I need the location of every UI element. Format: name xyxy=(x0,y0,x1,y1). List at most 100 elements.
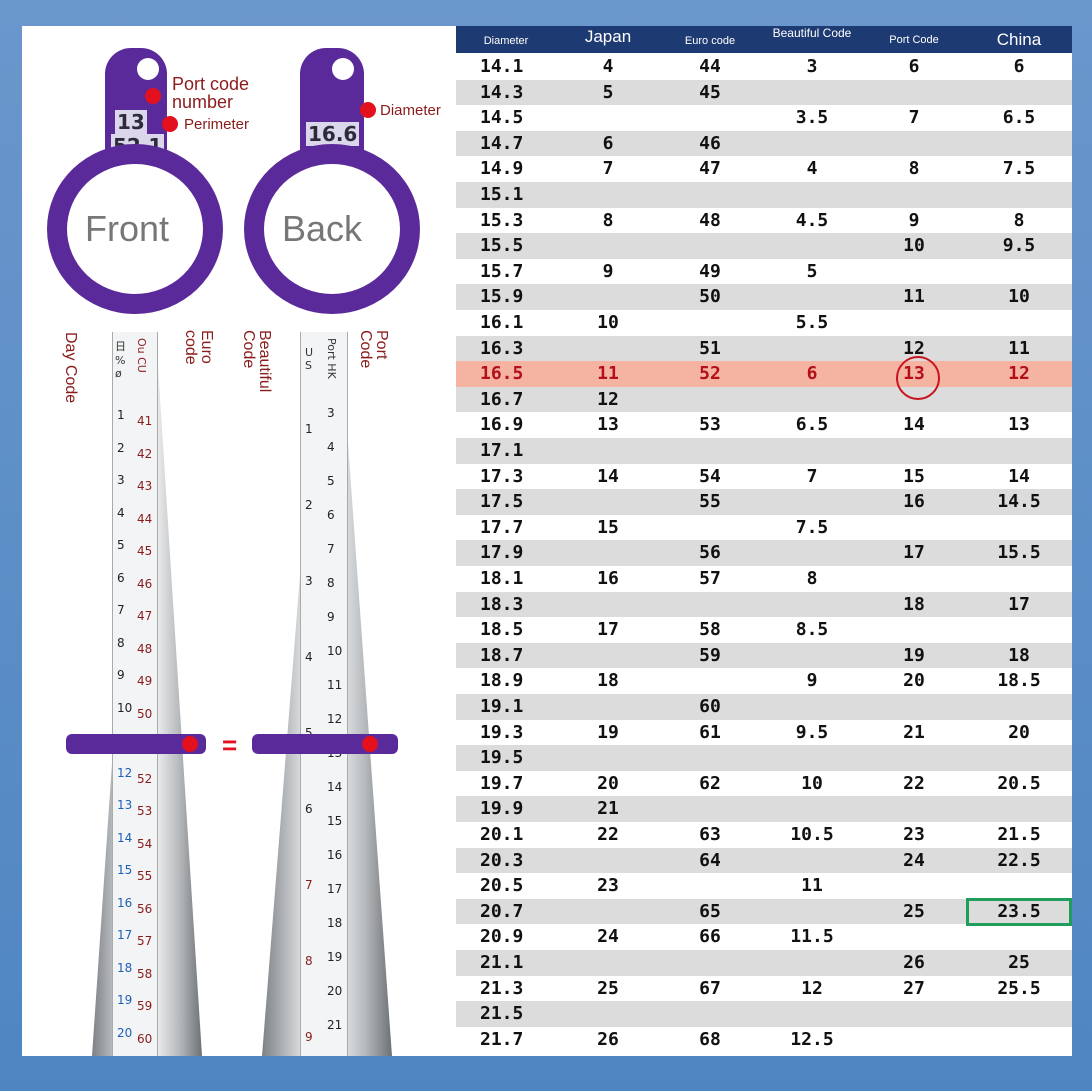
table-cell: 20 xyxy=(597,772,619,794)
table-cell xyxy=(558,899,658,925)
table-cell: 24 xyxy=(903,849,925,871)
left-scale-number: 2 xyxy=(117,440,125,455)
right-mandrel-header-left: US xyxy=(305,346,314,372)
table-cell: 18.5 xyxy=(997,670,1041,692)
table-cell: 14 xyxy=(1008,465,1030,487)
table-cell: 7 xyxy=(602,158,614,180)
table-cell xyxy=(558,284,658,310)
table-cell xyxy=(966,182,1072,208)
table-cell xyxy=(966,694,1072,720)
equals-sign: = xyxy=(222,730,238,760)
left-scale-number: 60 xyxy=(137,1031,153,1046)
table-cell xyxy=(762,387,862,413)
table-cell: 54 xyxy=(699,465,721,487)
table-row: 16.3 51 12 11 xyxy=(456,335,1072,362)
table-row: 15.3 8 48 4.5 9 8 xyxy=(456,207,1072,234)
left-scale-number: 42 xyxy=(137,446,153,461)
table-cell: 26 xyxy=(903,952,925,973)
left-scale-number: 46 xyxy=(137,576,153,591)
table-cell: 62 xyxy=(699,772,721,794)
table-cell: 16.5 xyxy=(480,363,524,385)
table-row: 21.3 25 67 12 27 25.5 xyxy=(456,975,1072,1002)
table-cell: 18.5 xyxy=(480,619,524,641)
table-cell xyxy=(966,1027,1072,1053)
table-cell: 10 xyxy=(801,772,823,794)
left-scale-number: 17 xyxy=(117,928,133,942)
table-cell xyxy=(966,796,1072,822)
left-scale-number: 15 xyxy=(117,863,133,877)
table-cell: 9.5 xyxy=(795,721,829,743)
day-code-label: Day Code xyxy=(62,332,79,404)
table-cell xyxy=(660,310,760,336)
table-cell: 14.5 xyxy=(480,107,524,129)
table-cell xyxy=(864,566,964,592)
right-scale-number: 15 xyxy=(327,814,343,828)
table-row: 17.9 56 17 15.5 xyxy=(456,540,1072,566)
table-cell: 18.1 xyxy=(480,568,524,589)
front-gauge: 13 52.1 Front xyxy=(47,48,227,318)
table-cell xyxy=(762,182,862,208)
table-row: 19.1 60 xyxy=(456,694,1072,720)
table-cell xyxy=(864,796,964,822)
table-cell: 22 xyxy=(597,824,619,845)
table-cell: 53 xyxy=(699,414,721,436)
table-cell: 16 xyxy=(903,491,925,513)
right-band-dot xyxy=(362,736,378,752)
table-cell xyxy=(966,617,1072,643)
right-scale-number: 3 xyxy=(327,406,335,420)
table-cell: 18 xyxy=(597,670,619,692)
table-cell xyxy=(762,694,862,720)
right-scale-number: 2 xyxy=(305,498,313,512)
table-cell xyxy=(762,643,862,669)
table-cell: 4.5 xyxy=(795,209,829,231)
table-row: 20.7 65 25 23.5 xyxy=(456,898,1072,925)
table-cell: 16.9 xyxy=(480,414,524,436)
table-cell xyxy=(762,131,862,157)
left-band-dot xyxy=(182,736,198,752)
table-cell: 15 xyxy=(903,465,925,487)
table-cell: 20.5 xyxy=(480,875,524,897)
table-cell: 17.9 xyxy=(480,542,524,564)
table-cell: 19.7 xyxy=(480,772,524,794)
table-cell: 23.5 xyxy=(997,900,1041,922)
euro-code-label: Euro code xyxy=(182,330,215,365)
table-cell: 14.9 xyxy=(480,158,524,180)
table-row: 19.3 19 61 9.5 21 20 xyxy=(456,719,1072,746)
table-cell: 11 xyxy=(1008,337,1030,359)
port-code-highlight-circle xyxy=(896,356,940,400)
table-cell xyxy=(864,873,964,899)
table-cell: 14.5 xyxy=(997,491,1041,513)
left-scale-number: 16 xyxy=(117,895,133,910)
table-cell: 21.5 xyxy=(480,1003,524,1025)
table-row: 14.1 4 44 3 6 6 xyxy=(456,54,1072,80)
table-cell xyxy=(966,873,1072,899)
left-scale-number: 53 xyxy=(137,804,153,818)
left-scale-number: 5 xyxy=(117,538,125,552)
table-cell: 19.1 xyxy=(480,696,524,717)
table-cell: 19 xyxy=(903,644,925,666)
table-cell xyxy=(558,745,658,771)
table-cell: 22.5 xyxy=(997,849,1041,871)
table-cell: 17 xyxy=(903,542,925,564)
table-cell: 20.5 xyxy=(997,772,1041,794)
back-gauge: 16.6 Back xyxy=(244,48,424,318)
perimeter-note: Perimeter xyxy=(184,116,250,133)
table-cell xyxy=(864,1001,964,1027)
table-cell: 23 xyxy=(597,875,619,897)
table-cell: 20.9 xyxy=(480,926,524,948)
table-cell: 25 xyxy=(903,900,925,922)
table-cell xyxy=(762,284,862,310)
table-cell: 58 xyxy=(699,619,721,641)
port-code-number-note: Port code number xyxy=(172,74,250,112)
table-cell xyxy=(558,182,658,208)
ring-size-table: Diameter Japan Euro code Beautiful Code … xyxy=(456,26,1072,1056)
header-euro-code: Euro code xyxy=(684,35,736,47)
header-japan: Japan xyxy=(584,27,632,46)
perimeter-dot xyxy=(162,116,178,132)
table-cell: 46 xyxy=(699,132,721,154)
table-row: 17.1 xyxy=(456,438,1072,464)
table-cell xyxy=(864,438,964,464)
table-cell: 19.9 xyxy=(480,798,524,820)
back-diameter-value: 16.6 xyxy=(306,122,360,146)
table-cell: 25 xyxy=(1008,952,1030,973)
